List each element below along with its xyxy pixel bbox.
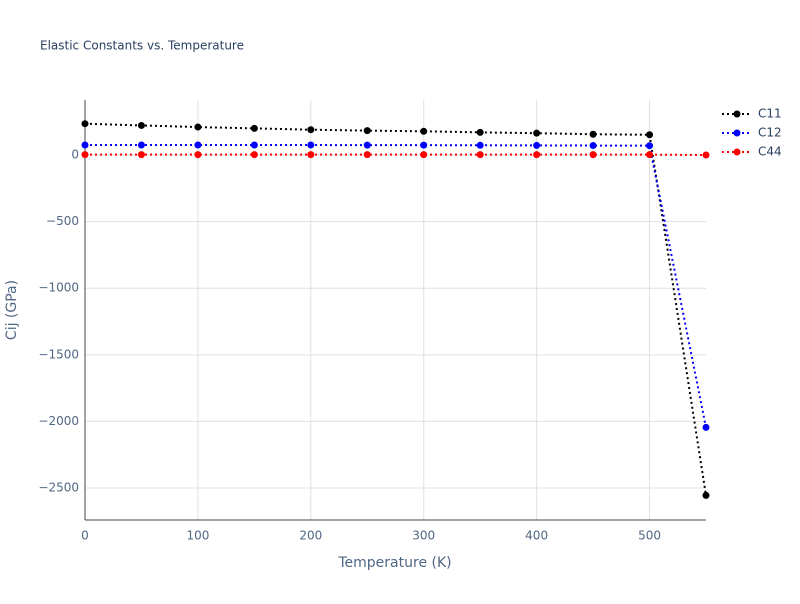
legend-label: C11 [758,107,782,121]
data-point [307,151,314,158]
data-point [364,142,371,149]
y-axis-title: Cij (GPa) [4,280,20,340]
data-point [420,151,427,158]
data-point [138,142,145,149]
data-point [364,127,371,134]
data-point [703,492,710,499]
series-line [85,145,706,427]
data-point [477,151,484,158]
legend-marker [734,130,741,137]
data-point [477,129,484,136]
data-point [307,126,314,133]
y-tick-label: −500 [46,214,79,228]
data-point [194,151,201,158]
x-tick-label: 200 [299,529,322,543]
data-point [646,131,653,138]
data-point [590,131,597,138]
legend-marker [734,149,741,156]
data-point [420,128,427,135]
data-point [194,142,201,149]
data-point [251,142,258,149]
data-point [590,151,597,158]
x-tick-label: 0 [81,529,89,543]
legend-marker [734,111,741,118]
data-point [251,125,258,132]
data-point [646,142,653,149]
data-point [533,142,540,149]
y-tick-label: 0 [71,148,79,162]
data-point [138,151,145,158]
data-point [703,152,710,159]
data-point [703,424,710,431]
legend-label: C44 [758,145,782,159]
data-point [251,151,258,158]
data-point [477,142,484,149]
data-point [590,142,597,149]
y-tick-label: −1500 [38,347,79,361]
legend-label: C12 [758,126,782,140]
chart-title: Elastic Constants vs. Temperature [40,39,244,53]
x-tick-label: 300 [412,529,435,543]
data-point [533,151,540,158]
data-point [364,151,371,158]
y-tick-label: −2500 [38,481,79,495]
x-tick-label: 500 [638,529,661,543]
data-point [646,151,653,158]
x-tick-label: 100 [186,529,209,543]
data-point [82,120,89,127]
y-tick-label: −1000 [38,281,79,295]
x-tick-label: 400 [525,529,548,543]
data-point [138,122,145,129]
y-tick-label: −2000 [38,414,79,428]
data-point [194,124,201,131]
data-point [420,142,427,149]
data-point [82,142,89,149]
x-axis-title: Temperature (K) [337,555,451,571]
series-line [85,124,706,496]
data-point [533,130,540,137]
data-point [307,142,314,149]
data-point [82,151,89,158]
